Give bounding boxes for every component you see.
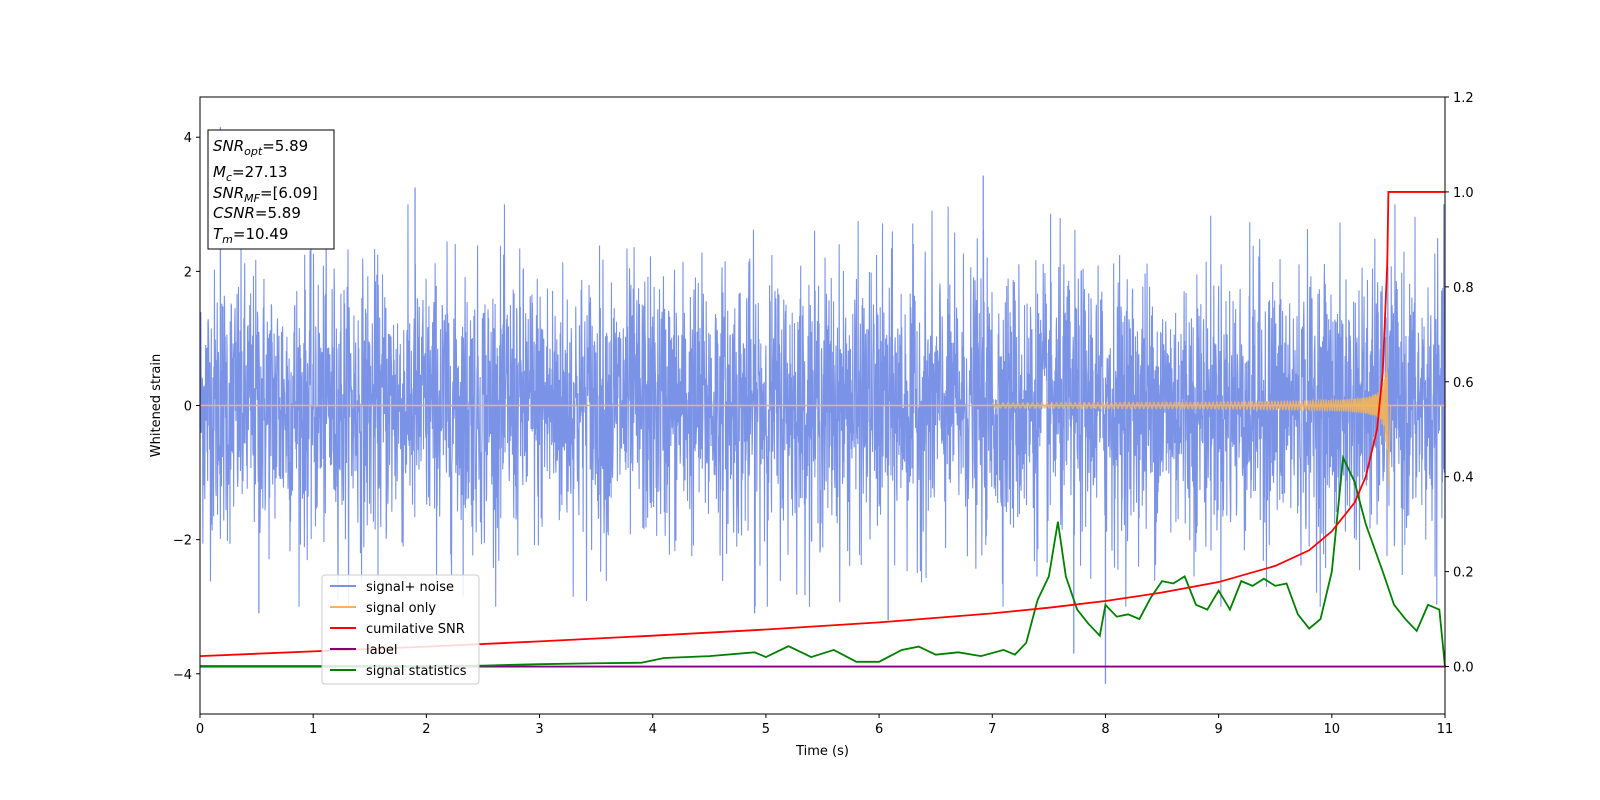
signal-plus-noise-line bbox=[199, 204, 1446, 607]
x-tick-label: 8 bbox=[1101, 722, 1109, 737]
cumulative-snr-line bbox=[199, 191, 1445, 657]
y-tick-label-left: 0 bbox=[184, 400, 192, 415]
legend-label-cumulative-snr: cumilative SNR bbox=[366, 622, 465, 637]
x-tick-label: 1 bbox=[309, 722, 317, 737]
legend-label-signal-statistics: signal statistics bbox=[366, 664, 467, 679]
x-tick-label: 11 bbox=[1437, 722, 1454, 737]
snr-opt-text: SNRopt=5.89 bbox=[213, 137, 308, 158]
legend: signal+ noise signal only cumilative SNR… bbox=[321, 574, 480, 685]
legend-label-signal-only: signal only bbox=[366, 601, 436, 616]
y-tick-label-right: 0.2 bbox=[1453, 566, 1474, 581]
x-tick-label: 5 bbox=[762, 722, 770, 737]
x-tick-label: 2 bbox=[422, 722, 430, 737]
y-tick-label-left: −2 bbox=[173, 534, 192, 549]
x-tick-label: 10 bbox=[1324, 722, 1341, 737]
y-tick-label-right: 0.8 bbox=[1453, 281, 1474, 296]
signal-statistics-line bbox=[200, 454, 1446, 667]
signal-plus-noise-series bbox=[199, 127, 1446, 684]
y-tick-label-right: 0.6 bbox=[1453, 376, 1474, 391]
csnr-text: CSNR=5.89 bbox=[213, 204, 301, 222]
y-tick-label-left: −4 bbox=[173, 668, 192, 683]
info-box: SNRopt=5.89 Mc=27.13 SNRMF=[6.09] CSNR=5… bbox=[207, 129, 335, 250]
legend-frame bbox=[321, 574, 480, 685]
x-tick-label: 7 bbox=[988, 722, 996, 737]
x-tick-label: 6 bbox=[875, 722, 883, 737]
x-tick-label: 4 bbox=[649, 722, 657, 737]
signal-only-series bbox=[200, 342, 1445, 486]
info-box-frame bbox=[207, 129, 335, 250]
y-axis-label: Whitened strain bbox=[149, 354, 164, 457]
x-tick-label: 3 bbox=[535, 722, 543, 737]
x-tick-label: 9 bbox=[1214, 722, 1222, 737]
merger-time-text: Tm=10.49 bbox=[213, 225, 288, 246]
x-tick-label: 0 bbox=[196, 722, 204, 737]
snr-mf-text: SNRMF=[6.09] bbox=[213, 184, 318, 205]
y-tick-label-right: 1.2 bbox=[1453, 91, 1474, 106]
x-axis-label: Time (s) bbox=[795, 744, 849, 759]
axis-ticks: 0 1 2 3 4 5 6 7 8 9 10 11 −4 −2 0 2 4 0.0 0.2 0.4 0.6 0.8 1.0 1… bbox=[173, 91, 1474, 737]
signal-only-line bbox=[991, 342, 1392, 486]
legend-label-label: label bbox=[366, 643, 397, 658]
y-tick-label-left: 2 bbox=[184, 265, 192, 280]
y-tick-label-left: 4 bbox=[184, 131, 192, 146]
legend-label-signal-noise: signal+ noise bbox=[366, 580, 454, 595]
y-tick-label-right: 0.0 bbox=[1453, 661, 1474, 676]
y-tick-label-right: 0.4 bbox=[1453, 471, 1474, 486]
y-tick-label-right: 1.0 bbox=[1453, 186, 1474, 201]
chirp-mass-text: Mc=27.13 bbox=[213, 163, 288, 184]
